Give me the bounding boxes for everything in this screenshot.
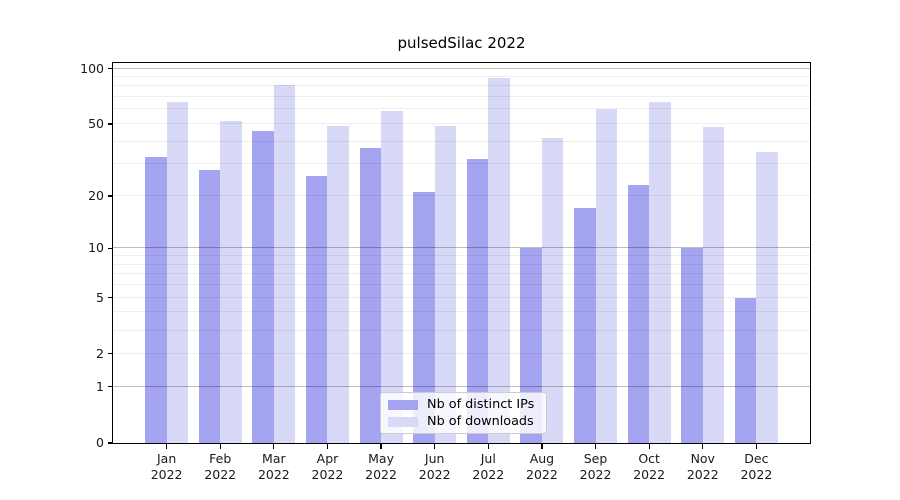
x-tick-mark-sep — [594, 443, 597, 449]
x-tick-label-sep: Sep 2022 — [556, 451, 636, 482]
bars-layer — [113, 63, 810, 443]
legend: Nb of distinct IPs Nb of downloads — [380, 392, 547, 434]
legend-label-downloads: Nb of downloads — [427, 413, 534, 429]
x-tick-mark-dec — [755, 443, 758, 449]
bar-apr-distinct-ips — [306, 175, 328, 443]
bar-oct-distinct-ips — [627, 185, 650, 443]
month-name: Mar — [262, 451, 286, 466]
month-name: Sep — [583, 451, 608, 466]
y-tick-label-5: 5 — [96, 289, 104, 305]
y-tick-label-1: 1 — [96, 378, 104, 394]
legend-label-distinct-ips: Nb of distinct IPs — [427, 396, 535, 412]
x-tick-label-aug: Aug 2022 — [502, 451, 582, 482]
y-tick-mark-1 — [108, 386, 113, 388]
x-tick-label-apr: Apr 2022 — [287, 451, 367, 482]
y-tick-mark-100 — [108, 67, 113, 70]
x-tick-label-mar: Mar 2022 — [234, 451, 314, 482]
x-tick-mark-may — [380, 443, 382, 449]
y-tick-label-20: 20 — [88, 187, 104, 203]
month-name: Aug — [529, 451, 555, 466]
bar-jan-distinct-ips — [145, 156, 167, 443]
month-year: 2022 — [204, 466, 237, 482]
bar-jul-distinct-ips — [466, 159, 489, 443]
x-tick-label-jan: Jan 2022 — [127, 451, 207, 482]
month-year: 2022 — [740, 466, 773, 482]
y-tick-mark-50 — [108, 123, 113, 125]
x-tick-mark-oct — [648, 443, 650, 449]
y-tick-mark-5 — [108, 296, 113, 299]
bar-feb-downloads — [220, 120, 242, 443]
y-tick-label-2: 2 — [96, 345, 104, 361]
month-year: 2022 — [257, 466, 290, 482]
month-year: 2022 — [472, 466, 505, 482]
month-year: 2022 — [418, 466, 451, 482]
bar-apr-downloads — [327, 125, 349, 443]
x-tick-label-feb: Feb 2022 — [180, 451, 260, 482]
x-tick-mark-jul — [487, 443, 489, 449]
y-tick-mark-2 — [108, 353, 113, 355]
y-tick-mark-20 — [108, 195, 113, 197]
bar-jan-downloads — [166, 101, 189, 443]
y-tick-label-10: 10 — [88, 240, 104, 256]
bar-sep-distinct-ips — [574, 208, 596, 443]
month-name: Dec — [744, 451, 769, 466]
bar-jul-downloads — [488, 77, 510, 443]
x-tick-mark-aug — [541, 443, 543, 449]
bar-sep-downloads — [595, 109, 617, 443]
month-year: 2022 — [150, 466, 183, 482]
bar-feb-distinct-ips — [198, 169, 221, 443]
month-name: Oct — [638, 451, 660, 466]
x-tick-mark-feb — [219, 443, 221, 449]
bar-nov-distinct-ips — [681, 248, 703, 443]
month-year: 2022 — [365, 466, 397, 482]
legend-item-downloads: Nb of downloads — [388, 413, 538, 429]
month-name: Jun — [424, 451, 445, 466]
x-tick-mark-jan — [165, 443, 168, 449]
month-name: Nov — [690, 451, 715, 466]
bar-dec-distinct-ips — [734, 297, 757, 443]
month-year: 2022 — [311, 466, 344, 482]
bar-mar-downloads — [273, 85, 296, 443]
y-tick-mark-0 — [108, 442, 113, 444]
month-name: Feb — [209, 451, 232, 466]
y-tick-label-100: 100 — [80, 60, 104, 76]
month-name: Apr — [316, 451, 339, 466]
plot-area — [113, 63, 810, 443]
month-year: 2022 — [633, 466, 666, 482]
legend-swatch-downloads — [388, 416, 418, 427]
y-tick-label-50: 50 — [88, 115, 104, 131]
bar-nov-downloads — [702, 127, 725, 443]
y-tick-label-0: 0 — [96, 435, 104, 450]
month-name: May — [368, 451, 394, 466]
x-tick-label-jun: Jun 2022 — [395, 451, 475, 482]
month-year: 2022 — [579, 466, 612, 482]
x-tick-mark-mar — [273, 443, 275, 449]
bar-jun-downloads — [434, 125, 457, 443]
x-tick-mark-jun — [434, 443, 436, 449]
month-year: 2022 — [686, 466, 719, 482]
x-tick-mark-nov — [702, 443, 704, 449]
y-tick-mark-10 — [108, 247, 113, 250]
chart-title: pulsedSilac 2022 — [397, 34, 526, 52]
bar-oct-downloads — [649, 101, 671, 443]
bar-dec-downloads — [756, 152, 778, 443]
bar-jun-distinct-ips — [413, 192, 435, 443]
legend-swatch-distinct-ips — [388, 399, 418, 410]
x-tick-mark-apr — [326, 443, 329, 449]
x-tick-label-nov: Nov 2022 — [663, 451, 743, 482]
month-year: 2022 — [526, 466, 558, 482]
bar-may-distinct-ips — [359, 147, 382, 443]
legend-item-distinct-ips: Nb of distinct IPs — [388, 396, 538, 412]
month-name: Jul — [480, 451, 496, 466]
bar-mar-distinct-ips — [252, 130, 274, 443]
x-tick-label-may: May 2022 — [341, 451, 421, 482]
bar-may-downloads — [381, 110, 403, 443]
bar-aug-downloads — [541, 137, 564, 443]
x-tick-label-dec: Dec 2022 — [716, 451, 796, 482]
x-tick-label-jul: Jul 2022 — [448, 451, 528, 482]
x-tick-label-oct: Oct 2022 — [609, 451, 689, 482]
month-name: Jan — [156, 451, 177, 466]
